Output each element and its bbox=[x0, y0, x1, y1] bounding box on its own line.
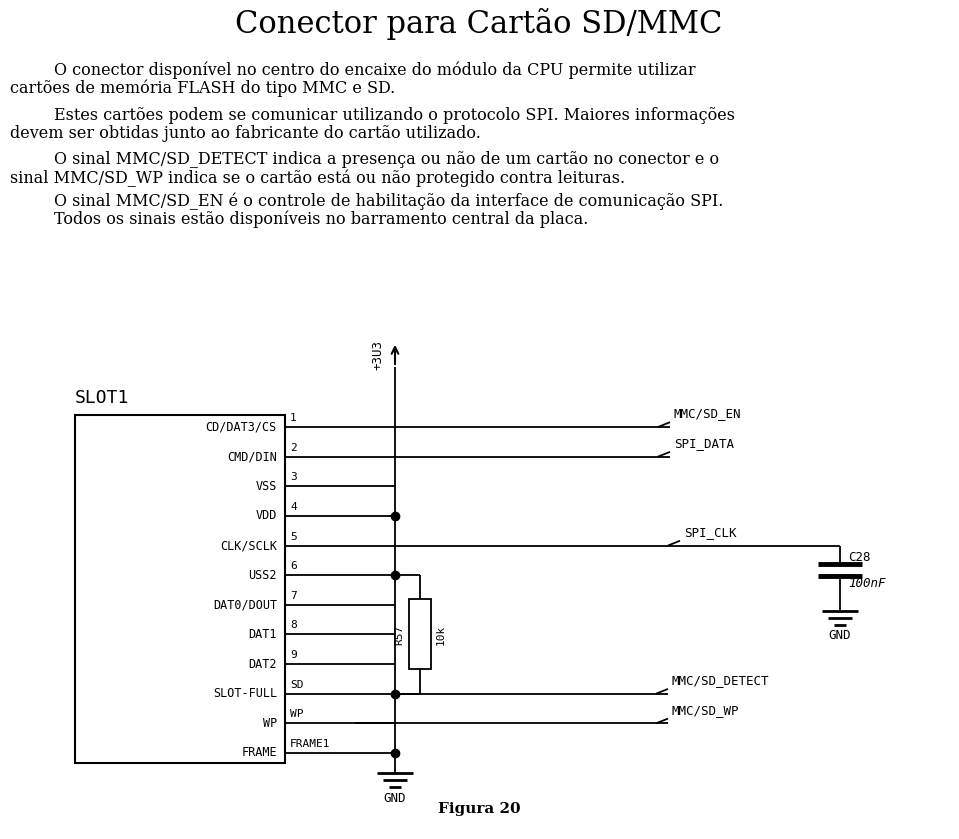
Text: WP: WP bbox=[263, 717, 277, 730]
Text: Conector para Cartão SD/MMC: Conector para Cartão SD/MMC bbox=[235, 8, 723, 40]
Text: +3U3: +3U3 bbox=[372, 340, 385, 370]
Text: C28: C28 bbox=[848, 551, 871, 564]
Text: GND: GND bbox=[829, 629, 852, 642]
Text: MMC/SD_EN: MMC/SD_EN bbox=[674, 407, 741, 420]
Text: FRAME: FRAME bbox=[242, 747, 277, 759]
Text: SPI_CLK: SPI_CLK bbox=[684, 526, 737, 539]
Text: FRAME1: FRAME1 bbox=[290, 739, 331, 749]
Text: 3: 3 bbox=[290, 472, 296, 482]
Bar bbox=[75, 415, 285, 763]
Text: 1: 1 bbox=[290, 413, 296, 423]
Text: VDD: VDD bbox=[256, 509, 277, 523]
Text: USS2: USS2 bbox=[248, 569, 277, 581]
Text: 6: 6 bbox=[290, 561, 296, 571]
Text: O conector disponível no centro do encaixe do módulo da CPU permite utilizar: O conector disponível no centro do encai… bbox=[54, 61, 695, 79]
Text: cartões de memória FLASH do tipo MMC e SD.: cartões de memória FLASH do tipo MMC e S… bbox=[10, 79, 395, 96]
Text: 7: 7 bbox=[290, 591, 296, 601]
Text: 5: 5 bbox=[290, 532, 296, 541]
Text: O sinal MMC/SD_DETECT indica a presença ou não de um cartão no conector e o: O sinal MMC/SD_DETECT indica a presença … bbox=[54, 152, 719, 169]
Text: SD: SD bbox=[290, 680, 303, 690]
Text: Figura 20: Figura 20 bbox=[437, 802, 521, 816]
Text: devem ser obtidas junto ao fabricante do cartão utilizado.: devem ser obtidas junto ao fabricante do… bbox=[10, 124, 480, 142]
Text: 2: 2 bbox=[290, 443, 296, 452]
Bar bbox=[409, 599, 431, 670]
Text: 100nF: 100nF bbox=[848, 577, 885, 590]
Text: CMD/DIN: CMD/DIN bbox=[227, 451, 277, 463]
Text: SPI_DATA: SPI_DATA bbox=[674, 437, 734, 450]
Text: O sinal MMC/SD_EN é o controle de habilitação da interface de comunicação SPI.: O sinal MMC/SD_EN é o controle de habili… bbox=[54, 192, 723, 210]
Text: Estes cartões podem se comunicar utilizando o protocolo SPI. Maiores informações: Estes cartões podem se comunicar utiliza… bbox=[54, 107, 735, 123]
Text: DAT0/DOUT: DAT0/DOUT bbox=[213, 598, 277, 612]
Text: WP: WP bbox=[290, 709, 303, 719]
Text: 8: 8 bbox=[290, 621, 296, 630]
Text: CLK/SCLK: CLK/SCLK bbox=[220, 539, 277, 552]
Text: VSS: VSS bbox=[256, 480, 277, 492]
Text: 4: 4 bbox=[290, 502, 296, 512]
Text: sinal MMC/SD_WP indica se o cartão está ou não protegido contra leituras.: sinal MMC/SD_WP indica se o cartão está … bbox=[10, 169, 625, 187]
Text: SLOT-FULL: SLOT-FULL bbox=[213, 687, 277, 701]
Text: 9: 9 bbox=[290, 650, 296, 660]
Text: GND: GND bbox=[384, 791, 407, 805]
Text: SLOT1: SLOT1 bbox=[75, 389, 129, 407]
Text: DAT2: DAT2 bbox=[248, 658, 277, 670]
Text: MMC/SD_WP: MMC/SD_WP bbox=[672, 704, 739, 717]
Text: DAT1: DAT1 bbox=[248, 628, 277, 641]
Text: CD/DAT3/CS: CD/DAT3/CS bbox=[206, 420, 277, 434]
Text: R57: R57 bbox=[394, 624, 404, 644]
Text: Todos os sinais estão disponíveis no barramento central da placa.: Todos os sinais estão disponíveis no bar… bbox=[54, 211, 589, 227]
Text: MMC/SD_DETECT: MMC/SD_DETECT bbox=[672, 674, 769, 687]
Text: 10k: 10k bbox=[436, 624, 446, 644]
